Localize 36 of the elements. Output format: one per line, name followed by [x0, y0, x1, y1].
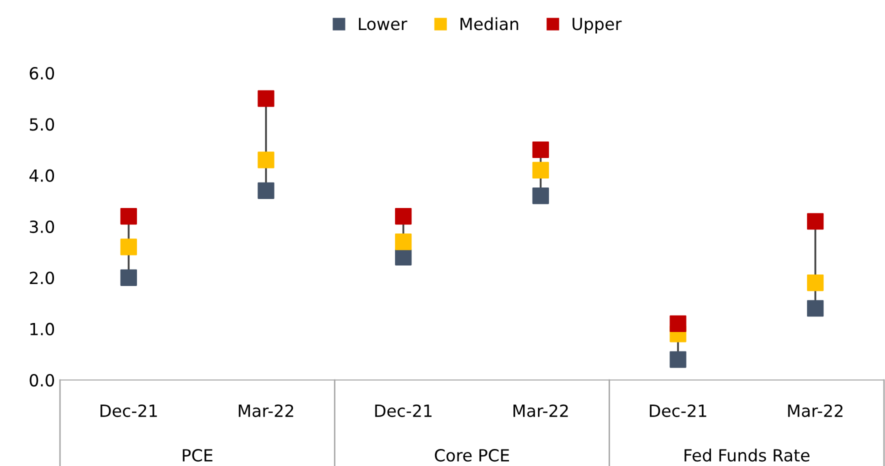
point	[532, 188, 549, 204]
y-tick-label: 3.0	[30, 220, 54, 234]
x-tick-label: Dec-21	[375, 404, 432, 418]
x-tick-label: Mar-22	[514, 404, 568, 418]
point	[807, 274, 824, 292]
y-tick-label: 0.0	[30, 374, 54, 387]
point	[532, 162, 549, 179]
text: PCE	[182, 448, 212, 462]
text: Core PCE	[434, 448, 509, 462]
point	[532, 141, 549, 158]
y-tick-label: 6.0	[30, 66, 54, 80]
point	[258, 90, 274, 107]
point	[807, 300, 824, 317]
y-tick-label: 1.0	[30, 322, 54, 336]
point	[258, 152, 274, 168]
point	[395, 208, 412, 225]
y-tick-label: 4.0	[29, 169, 54, 182]
legend-label: Upper	[572, 18, 622, 34]
y-tick-label: 2.0	[30, 272, 54, 284]
point	[395, 234, 412, 250]
point	[807, 213, 824, 230]
x-tick-label: Mar-22	[788, 404, 842, 418]
point	[395, 248, 412, 266]
point	[670, 315, 686, 332]
legend-label: Median	[460, 17, 518, 30]
point	[258, 182, 274, 199]
point	[120, 208, 137, 225]
legend-label: Lower	[358, 18, 408, 30]
x-tick-label: Dec-21	[100, 404, 157, 418]
text: Fed Funds Rate	[684, 448, 810, 462]
y-tick-label: 5.0	[30, 118, 54, 131]
point	[670, 351, 686, 368]
point	[120, 238, 137, 256]
x-tick-label: Dec-21	[650, 404, 706, 418]
point	[120, 269, 137, 286]
x-tick-label: Mar-22	[238, 404, 294, 418]
